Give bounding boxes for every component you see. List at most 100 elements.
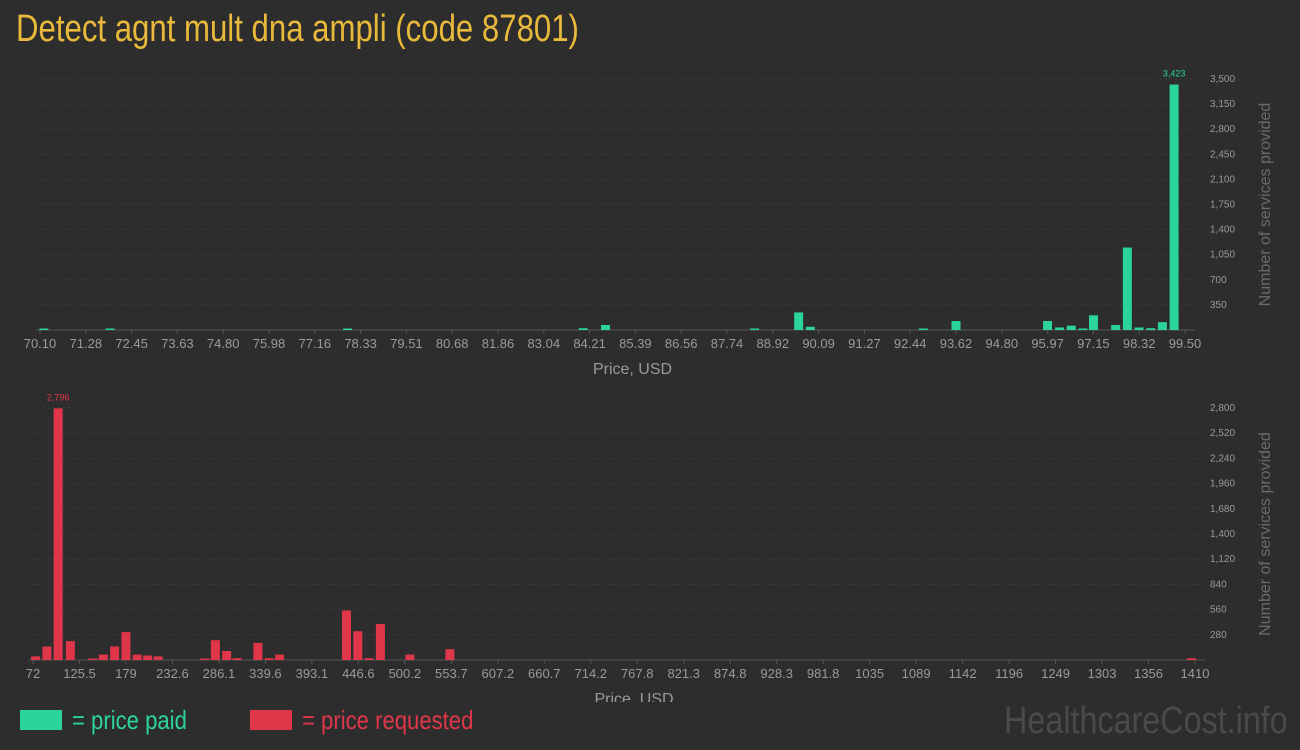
y-axis-label: Number of services provided <box>1257 103 1274 307</box>
page-title: Detect agnt mult dna ampli (code 87801) <box>16 8 579 50</box>
x-tick-label: 1410 <box>1181 666 1210 681</box>
bar <box>264 658 274 660</box>
bar <box>1122 247 1132 330</box>
x-tick-label: 553.7 <box>435 666 468 681</box>
y-tick-label: 280 <box>1210 630 1227 641</box>
legend-paid-swatch <box>20 710 62 730</box>
bar <box>342 610 352 660</box>
watermark: HealthcareCost.info <box>1004 700 1288 742</box>
bar <box>275 654 285 660</box>
legend-paid: = price paid <box>20 704 207 736</box>
x-tick-label: 70.10 <box>24 336 57 351</box>
bar <box>405 654 415 660</box>
bar <box>105 328 115 330</box>
x-tick-label: 660.7 <box>528 666 561 681</box>
y-tick-label: 350 <box>1210 300 1227 311</box>
max-value-label: 2,796 <box>47 392 70 402</box>
y-axis-label: Number of services provided <box>1257 432 1274 636</box>
x-tick-label: 94.80 <box>986 336 1019 351</box>
bar <box>1146 328 1156 330</box>
y-tick-label: 1,400 <box>1210 225 1235 236</box>
x-tick-label: 81.86 <box>482 336 515 351</box>
x-tick-label: 97.15 <box>1077 336 1110 351</box>
legend-requested-label: = price requested <box>302 704 474 735</box>
x-tick-label: 607.2 <box>482 666 515 681</box>
y-tick-label: 3,150 <box>1210 99 1235 110</box>
bar <box>578 328 588 330</box>
bar <box>1078 328 1088 330</box>
x-tick-label: 72.45 <box>115 336 148 351</box>
bar <box>222 651 232 660</box>
bar <box>1043 321 1053 330</box>
x-tick-label: 79.51 <box>390 336 423 351</box>
x-tick-label: 339.6 <box>249 666 282 681</box>
x-tick-label: 1142 <box>949 666 977 681</box>
x-tick-label: 78.33 <box>344 336 377 351</box>
bar <box>153 656 163 660</box>
y-tick-label: 1,960 <box>1210 479 1235 490</box>
bar <box>200 658 210 660</box>
bar <box>53 408 63 660</box>
y-tick-label: 2,800 <box>1210 403 1235 414</box>
bar <box>353 631 363 660</box>
x-tick-label: 1035 <box>855 666 884 681</box>
x-tick-label: 98.32 <box>1123 336 1156 351</box>
bar <box>121 632 131 660</box>
bar <box>951 321 961 330</box>
x-tick-label: 1303 <box>1088 666 1117 681</box>
bar <box>132 654 142 660</box>
x-tick-label: 99.50 <box>1169 336 1202 351</box>
x-tick-label: 981.8 <box>807 666 840 681</box>
bar <box>375 624 385 660</box>
legend-requested-swatch <box>250 710 292 730</box>
y-tick-label: 2,800 <box>1210 124 1235 135</box>
bar <box>1157 322 1167 330</box>
price-paid-chart: 350 700 1,050 1,400 1,750 2,100 2,450 2,800 3,15… <box>24 69 1274 378</box>
price-requested-chart: 280 560 840 1,120 1,400 1,680 1,960 2,240 2,520 2… <box>26 392 1274 702</box>
x-tick-label: 714.2 <box>574 666 607 681</box>
y-tick-label: 1,680 <box>1210 504 1235 515</box>
x-tick-label: 91.27 <box>848 336 881 351</box>
x-tick-label: 125.5 <box>63 666 96 681</box>
y-tick-label: 2,520 <box>1210 428 1235 439</box>
bar <box>110 646 120 660</box>
bar <box>88 658 98 660</box>
x-tick-label: 286.1 <box>203 666 236 681</box>
y-tick-label: 560 <box>1210 605 1227 616</box>
bar <box>1066 325 1076 330</box>
x-tick-label: 1089 <box>902 666 931 681</box>
x-axis-label: Price, USD <box>594 691 673 702</box>
bar <box>232 658 242 660</box>
bar <box>1088 315 1098 330</box>
x-tick-label: 86.56 <box>665 336 698 351</box>
y-tick-label: 840 <box>1210 579 1227 590</box>
x-axis-label: Price, USD <box>593 361 672 378</box>
bar <box>1134 327 1144 330</box>
x-tick-label: 232.6 <box>156 666 189 681</box>
bar <box>750 328 760 330</box>
x-tick-label: 73.63 <box>161 336 194 351</box>
bar <box>98 654 108 660</box>
bar <box>794 312 804 330</box>
x-tick-label: 83.04 <box>528 336 561 351</box>
x-tick-label: 85.39 <box>619 336 652 351</box>
bar <box>253 642 263 660</box>
y-tick-label: 1,120 <box>1210 554 1235 565</box>
bar <box>1111 324 1121 330</box>
y-tick-label: 3,500 <box>1210 74 1235 85</box>
max-value-label: 3,423 <box>1163 69 1186 79</box>
y-tick-label: 700 <box>1210 275 1227 286</box>
x-tick-label: 1196 <box>995 666 1023 681</box>
bar <box>600 324 610 330</box>
bar <box>39 328 49 330</box>
bar <box>1055 327 1065 330</box>
bar <box>343 328 353 330</box>
y-tick-label: 2,100 <box>1210 174 1235 185</box>
x-tick-label: 71.28 <box>70 336 103 351</box>
x-tick-label: 92.44 <box>894 336 927 351</box>
x-tick-label: 95.97 <box>1031 336 1064 351</box>
x-tick-label: 84.21 <box>573 336 606 351</box>
bar <box>143 655 153 660</box>
bar <box>31 656 41 660</box>
legend-requested: = price requested <box>250 704 504 736</box>
